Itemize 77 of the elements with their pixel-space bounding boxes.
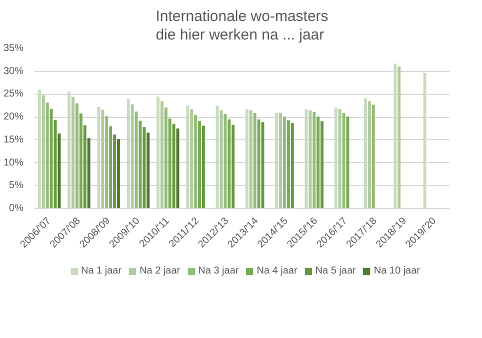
bar [83, 125, 86, 208]
bar [320, 121, 324, 208]
bar [50, 108, 53, 208]
legend-label: Na 1 jaar [80, 266, 122, 276]
bar [316, 116, 320, 208]
bar [164, 107, 168, 208]
bar [109, 126, 112, 208]
bar [146, 132, 150, 208]
bar [160, 101, 164, 208]
y-tick-label: 5% [9, 180, 24, 192]
bar [232, 124, 235, 208]
bar [58, 134, 61, 208]
bar [398, 66, 401, 208]
bar [156, 96, 160, 208]
bar [46, 102, 49, 208]
bar [346, 116, 350, 208]
bar [372, 104, 375, 208]
bar [138, 120, 142, 208]
bar [338, 109, 342, 208]
y-tick-label: 0% [9, 203, 24, 214]
bar [394, 64, 397, 208]
bar [290, 123, 294, 208]
legend-label: Na 10 jaar [374, 266, 420, 276]
bar [198, 121, 201, 208]
bar [279, 112, 282, 208]
legend-label: Na 2 jaar [140, 266, 180, 276]
y-tick-label: 15% [3, 134, 24, 146]
bar [87, 138, 90, 208]
bar [105, 116, 108, 208]
bar [257, 119, 260, 208]
bar [312, 112, 316, 208]
bar [342, 112, 346, 208]
bar [142, 127, 146, 208]
bar [168, 118, 172, 208]
bar [216, 106, 219, 208]
bar [76, 103, 78, 208]
bar [134, 112, 138, 208]
legend-label: Na 3 jaar [198, 266, 239, 276]
bar [275, 112, 278, 208]
bar [364, 98, 367, 208]
bar [42, 95, 45, 208]
bar [423, 72, 426, 208]
bar [186, 106, 190, 208]
bar [38, 90, 41, 208]
y-tick-label: 10% [3, 157, 24, 168]
bar [79, 113, 82, 208]
bar [130, 104, 134, 208]
bar [190, 109, 194, 208]
bar [97, 107, 100, 208]
y-tick-label: 20% [3, 112, 24, 123]
bar [304, 109, 308, 208]
y-tick-label: 35% [3, 43, 24, 54]
bar [224, 114, 227, 208]
bar [68, 91, 71, 208]
bar [113, 134, 116, 208]
bar [194, 114, 198, 208]
legend-label: Na 5 jaar [315, 266, 356, 276]
bar [101, 110, 104, 208]
bar [245, 109, 248, 208]
bar [253, 112, 256, 208]
bar [286, 120, 290, 208]
bar [283, 116, 286, 208]
bar [117, 139, 120, 208]
bar [126, 98, 130, 208]
y-tick-label: 30% [3, 66, 24, 77]
bar [72, 96, 75, 208]
legend-label: Na 4 jaar [256, 266, 298, 276]
y-tick-label: 25% [3, 88, 24, 100]
bar [176, 128, 180, 208]
chart-title: Internationale wo-masters die hier werken na ... jaar [156, 8, 328, 44]
bar [308, 110, 312, 208]
bar [249, 110, 252, 208]
bar [202, 126, 205, 208]
bar [334, 107, 338, 208]
bar [172, 124, 176, 208]
bar [228, 119, 231, 208]
bar [368, 101, 371, 208]
